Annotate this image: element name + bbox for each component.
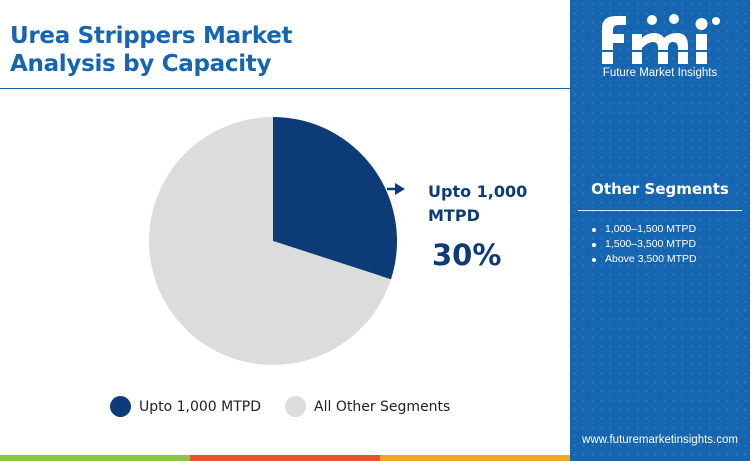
pie-slice-upto-1000 (273, 117, 397, 280)
chart-title-line1: Urea Strippers Market (10, 23, 293, 49)
pie-chart (149, 117, 405, 366)
list-item: 1,500–3,500 MTPD (592, 237, 697, 252)
bottom-color-bar (0, 455, 570, 461)
bullet-icon (592, 227, 596, 232)
legend-swatch-upto-1000 (110, 396, 131, 417)
bullet-icon (592, 257, 596, 262)
bullet-icon (592, 242, 596, 247)
logo-text: Future Market Insights (602, 67, 718, 79)
fmi-logo-icon (602, 14, 720, 64)
callout-label-line2: MTPD (428, 206, 480, 225)
panel-dot-pattern (570, 0, 750, 461)
bottom-bar-segment-orange (380, 455, 570, 461)
title-divider (0, 88, 570, 89)
other-segments-divider (578, 210, 742, 211)
legend-swatch-other-segments (285, 396, 307, 417)
other-segment-1: 1,000–1,500 MTPD (605, 223, 697, 235)
chart-title: Urea Strippers Market Analysis by Capaci… (10, 22, 430, 78)
chart-title-line2: Analysis by Capacity (10, 51, 272, 77)
callout-label-line1: Upto 1,000 (428, 182, 528, 201)
callout-label: Upto 1,000 MTPD (428, 180, 558, 228)
list-item: Above 3,500 MTPD (592, 252, 697, 267)
pie-slice-other-segments (149, 117, 391, 366)
list-item: 1,000–1,500 MTPD (592, 222, 697, 237)
legend-item-other-segments: All Other Segments (285, 396, 450, 417)
other-segments-title: Other Segments (591, 180, 729, 198)
legend: Upto 1,000 MTPD All Other Segments (110, 396, 474, 417)
legend-label-other-segments: All Other Segments (314, 398, 451, 415)
callout-value: 30% (432, 238, 502, 272)
legend-label-upto-1000: Upto 1,000 MTPD (139, 398, 262, 415)
other-segment-2: 1,500–3,500 MTPD (605, 238, 697, 250)
website-link[interactable]: www.futuremarketinsights.com (582, 434, 738, 446)
sidebar-panel: Future Market Insights Other Segments 1,… (570, 0, 750, 461)
bottom-bar-segment-red (190, 455, 380, 461)
bottom-bar-segment-green (0, 455, 190, 461)
other-segment-3: Above 3,500 MTPD (605, 253, 697, 265)
other-segments-list: 1,000–1,500 MTPD 1,500–3,500 MTPD Above … (592, 222, 697, 267)
legend-item-upto-1000: Upto 1,000 MTPD (110, 396, 261, 417)
callout-arrow (387, 183, 405, 195)
